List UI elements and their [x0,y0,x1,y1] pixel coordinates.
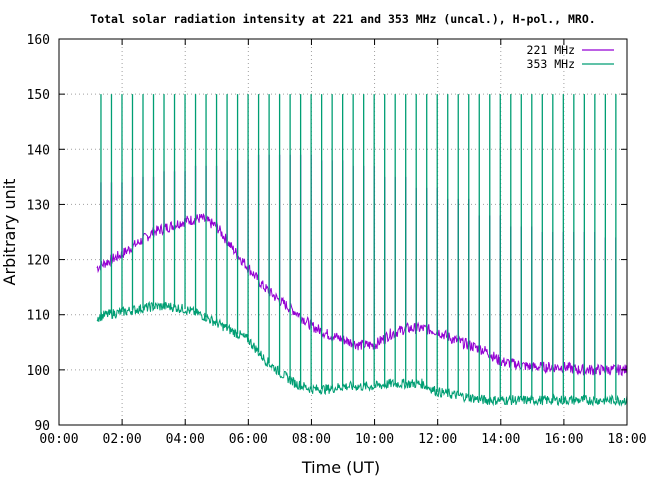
legend-label: 353 MHz [527,57,575,71]
series-group [96,94,628,407]
x-axis-ticks: 00:00 02:00 04:00 06:00 08:00 10:00 12:00 14:00… [39,39,647,447]
series-line [96,300,628,407]
x-tick-label: 00:00 [39,432,78,447]
x-tick-label: 04:00 [166,432,205,447]
x-tick-label: 16:00 [544,432,583,447]
y-axis-ticks: 90 100 110 120 130 140 150 160 [27,33,627,434]
y-tick-label: 100 [27,364,50,379]
x-tick-label: 18:00 [607,432,646,447]
y-axis-label: Arbitrary unit [0,179,19,286]
y-tick-label: 150 [27,88,50,103]
x-tick-label: 08:00 [292,432,331,447]
series-line [96,212,628,377]
y-tick-label: 120 [27,254,50,269]
x-tick-label: 14:00 [481,432,520,447]
chart-title: Total solar radiation intensity at 221 a… [90,12,595,26]
x-tick-label: 10:00 [355,432,394,447]
y-tick-label: 140 [27,143,50,158]
x-tick-label: 02:00 [103,432,142,447]
x-tick-label: 12:00 [418,432,457,447]
series-221mhz [96,154,628,377]
x-axis-label: Time (UT) [301,458,380,477]
series-353mhz [96,94,628,407]
y-tick-label: 160 [27,33,50,48]
plot-frame [58,38,628,426]
legend-label: 221 MHz [527,43,575,57]
y-tick-label: 110 [27,309,50,324]
x-tick-label: 06:00 [229,432,268,447]
y-tick-label: 130 [27,198,50,213]
y-tick-label: 90 [34,419,50,434]
